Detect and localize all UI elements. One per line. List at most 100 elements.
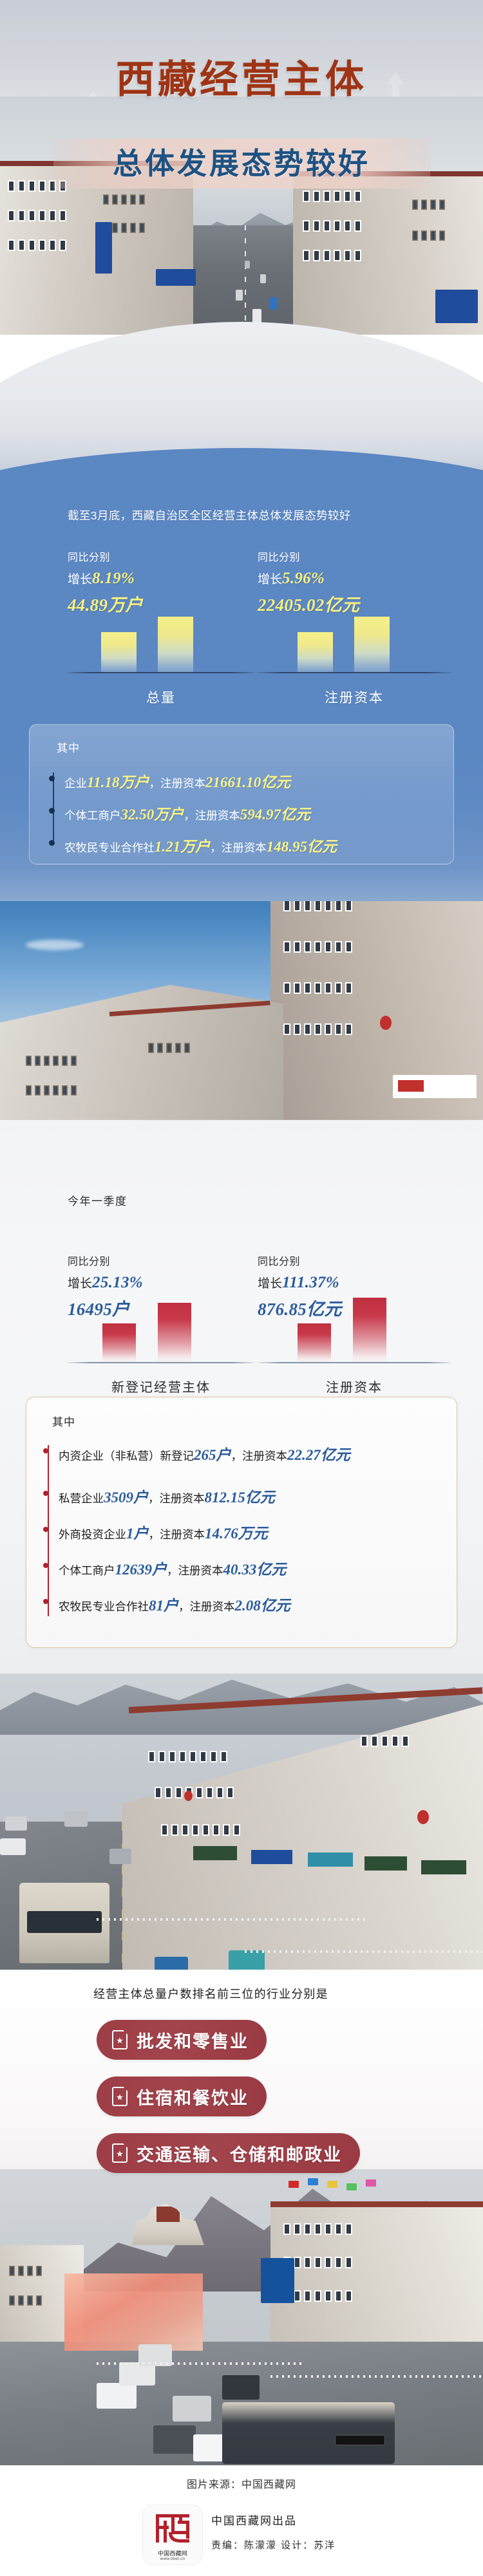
- street-photo-second: [0, 863, 483, 1120]
- industry-pill-accommodation-catering[interactable]: ★ 住宿和餐饮业: [97, 2077, 267, 2116]
- item-value-count: 265户: [194, 1447, 231, 1463]
- document-star-icon: ★: [112, 2143, 128, 2163]
- item-mid: ，注册资本: [178, 1600, 235, 1613]
- industry-label: 交通运输、仓储和邮政业: [137, 2145, 342, 2165]
- image-source: 图片来源：中国西藏网: [186, 2479, 296, 2490]
- growth-prefix-new-entities: 增长: [68, 1277, 93, 1291]
- tibet-logo-mark: [156, 2514, 189, 2543]
- item-lead: 企业: [64, 777, 87, 790]
- item-mid: ，注册资本: [231, 1450, 288, 1462]
- axis-line-total: [68, 671, 254, 673]
- hero-section: 西藏经营主体 总体发展态势较好: [0, 0, 483, 335]
- item-value-capital: 22.27亿元: [287, 1447, 350, 1463]
- growth-prefix-capital: 增长: [258, 573, 283, 586]
- bar-capital-curr: [354, 617, 390, 672]
- item-value-capital: 594.97亿元: [240, 807, 310, 823]
- document-star-icon: ★: [112, 2030, 128, 2049]
- producer-text: 中国西藏网出品: [211, 2515, 297, 2527]
- item-value-count: 1.21万户: [155, 839, 211, 855]
- bullet-dot: [43, 1448, 48, 1453]
- blue-panel-body: [0, 475, 483, 901]
- industry-pill-wholesale-retail[interactable]: ★ 批发和零售业: [97, 2020, 267, 2060]
- item-mid: ，注册资本: [149, 777, 205, 790]
- stat-amount-capital: 22405.02亿元: [258, 595, 360, 615]
- stat-growth-new-entities: 增长25.13%: [68, 1274, 261, 1292]
- growth-value-new-capital: 111.37%: [282, 1274, 339, 1291]
- blue-arc-fill: [0, 448, 483, 525]
- page-subtitle: 总体发展态势较好: [113, 147, 370, 180]
- credits-text: 责编：陈濛濛 设计：苏洋: [211, 2540, 336, 2551]
- item-mid: ，注册资本: [167, 1564, 223, 1577]
- construction-banner: [64, 2273, 203, 2351]
- subtitle-highlight-band: [53, 138, 430, 189]
- item-value-count: 12639户: [115, 1562, 167, 1578]
- item-value-count: 1户: [126, 1526, 149, 1542]
- quarter-item-cooperative: 农牧民专业合作社81户，注册资本2.08亿元: [43, 1593, 290, 1615]
- stat-amount-total: 44.89万户: [68, 595, 143, 615]
- stat-amount-new-entities: 16495户: [68, 1300, 130, 1319]
- item-lead: 内资企业（非私营）新登记: [59, 1450, 194, 1462]
- stat-amount-new-capital: 876.85亿元: [258, 1300, 342, 1319]
- stat-growth-capital: 增长5.96%: [258, 570, 451, 588]
- quarter-card-title: 其中: [52, 1416, 75, 1428]
- bus-icon: [222, 2402, 395, 2464]
- growth-value-total: 8.19%: [92, 570, 135, 587]
- bar-new-entities-prev: [102, 1323, 136, 1362]
- item-value-count: 11.18万户: [87, 774, 149, 790]
- bullet-dot: [43, 1527, 48, 1532]
- bullet-dot: [43, 1491, 48, 1496]
- total-item-individual: 个体工商户32.50万户，注册资本594.97亿元: [49, 802, 310, 824]
- item-value-capital: 21661.10亿元: [205, 774, 291, 790]
- item-value-count: 3509户: [104, 1489, 148, 1506]
- footer: 图片来源：中国西藏网 中国西藏网 www.tibet.cn: [0, 2465, 483, 2576]
- stat-block-new-capital: 同比分别 增长111.37% 876.85亿元: [258, 1253, 457, 1320]
- quarter-card-rail: [48, 1445, 49, 1616]
- bar-new-capital-prev: [298, 1323, 331, 1362]
- axis-line-new-capital: [258, 1362, 451, 1363]
- bar-chart-capital: 注册资本: [258, 610, 451, 705]
- quarter-item-private: 私营企业3509户，注册资本812.15亿元: [43, 1485, 275, 1507]
- bullet-dot: [49, 776, 55, 781]
- quarter-item-domestic: 内资企业（非私营）新登记265户，注册资本22.27亿元: [43, 1442, 350, 1464]
- quarter-item-foreign: 外商投资企业1户，注册资本14.76万元: [43, 1521, 268, 1543]
- industry-label: 住宿和餐饮业: [137, 2088, 249, 2108]
- street-photo-fourth: [0, 2169, 483, 2465]
- hero-city-photo: [0, 97, 483, 335]
- bar-total-curr: [158, 617, 193, 672]
- bus-icon: [19, 1883, 109, 1963]
- stat-tag-capital: 同比分别: [258, 552, 301, 563]
- bar-new-entities-curr: [158, 1303, 191, 1362]
- bullet-dot: [49, 808, 55, 814]
- item-mid: ，注册资本: [184, 809, 240, 822]
- bullet-dot: [43, 1563, 48, 1568]
- bar-axis-label-total: 总量: [146, 691, 176, 705]
- industry-section-title: 经营主体总量户数排名前三位的行业分别是: [93, 1988, 328, 2001]
- bar-axis-label-new-capital: 注册资本: [326, 1381, 383, 1395]
- industry-pill-transport-storage-post[interactable]: ★ 交通运输、仓储和邮政业: [97, 2133, 360, 2173]
- stat-growth-new-capital: 增长111.37%: [258, 1274, 457, 1292]
- quarter-item-individual: 个体工商户12639户，注册资本40.33亿元: [43, 1557, 286, 1579]
- total-card-title: 其中: [57, 742, 80, 754]
- total-card-rail: [53, 772, 54, 842]
- road-sign: [261, 2258, 294, 2303]
- axis-line-new-entities: [68, 1362, 254, 1363]
- stat-tag-total: 同比分别: [68, 552, 111, 563]
- item-value-capital: 812.15亿元: [204, 1489, 275, 1506]
- item-lead: 个体工商户: [64, 809, 121, 822]
- document-star-icon: ★: [112, 2087, 128, 2106]
- item-mid: ，注册资本: [148, 1492, 205, 1505]
- item-value-capital: 148.95亿元: [266, 839, 337, 855]
- item-value-capital: 40.33亿元: [223, 1562, 287, 1578]
- bar-capital-prev: [298, 632, 333, 672]
- bar-axis-label-new-entities: 新登记经营主体: [111, 1381, 211, 1395]
- growth-value-new-entities: 25.13%: [92, 1274, 143, 1291]
- axis-line-capital: [258, 671, 451, 673]
- footer-credits-column: 中国西藏网出品 责编：陈濛濛 设计：苏洋: [211, 2512, 336, 2552]
- growth-prefix-total: 增长: [68, 573, 93, 586]
- hero-title-wrap: 西藏经营主体: [0, 59, 483, 101]
- item-value-capital: 14.76万元: [205, 1526, 268, 1542]
- bar-total-prev: [101, 632, 137, 672]
- item-mid: ，注册资本: [148, 1528, 205, 1541]
- item-value-capital: 2.08亿元: [234, 1598, 290, 1614]
